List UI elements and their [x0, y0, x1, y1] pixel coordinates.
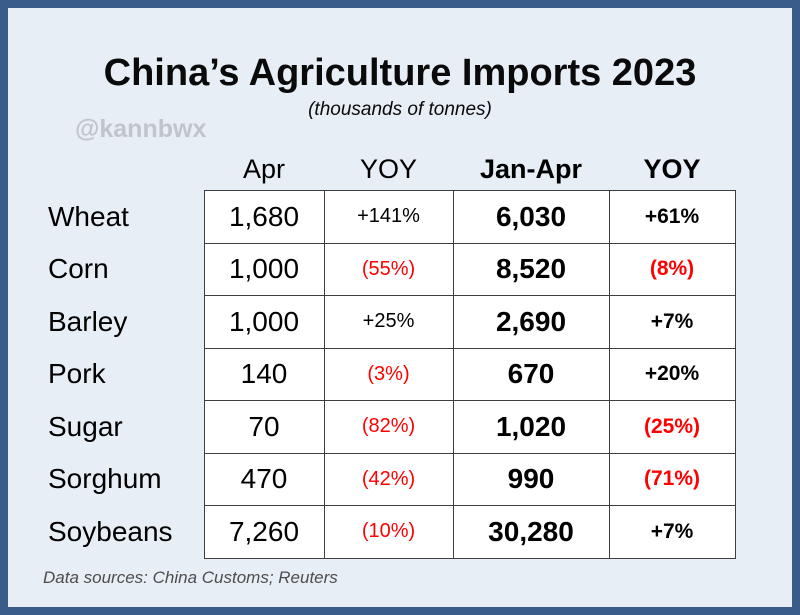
yoy-apr-value: +25% [323, 295, 454, 349]
table-row: Sugar 70 (82%) 1,020 (25%) [48, 400, 736, 454]
jan-apr-value: 670 [452, 347, 610, 401]
yoy-jan-apr-value: (71%) [608, 452, 736, 506]
yoy-jan-apr-value: +61% [608, 190, 736, 244]
table-row: Wheat 1,680 +141% 6,030 +61% [48, 190, 736, 244]
table-row: Sorghum 470 (42%) 990 (71%) [48, 452, 736, 506]
row-label: Pork [48, 358, 106, 390]
apr-value: 140 [203, 347, 325, 401]
row-label: Wheat [48, 200, 129, 232]
jan-apr-value: 8,520 [452, 242, 610, 296]
table-header-row: Apr YOY Jan-Apr YOY [48, 140, 735, 191]
apr-value: 470 [203, 452, 325, 506]
column-header-apr: Apr [242, 154, 286, 184]
row-label: Barley [48, 305, 128, 337]
row-label: Sugar [48, 410, 123, 442]
watermark: @kannbwx [75, 115, 207, 143]
yoy-apr-value: (3%) [323, 347, 454, 401]
yoy-jan-apr-value: (25%) [608, 400, 736, 454]
jan-apr-value: 6,030 [452, 190, 610, 244]
apr-value: 1,000 [203, 242, 325, 296]
jan-apr-value: 1,020 [452, 400, 610, 454]
yoy-apr-value: (82%) [323, 400, 454, 454]
jan-apr-value: 30,280 [452, 505, 610, 559]
row-label: Sorghum [48, 463, 162, 495]
apr-value: 1,000 [203, 295, 325, 349]
column-header-yoy-jan-apr: YOY [643, 154, 701, 184]
table-row: Soybeans 7,260 (10%) 30,280 +7% [48, 505, 736, 559]
data-source-note: Data sources: China Customs; Reuters [43, 568, 338, 587]
yoy-jan-apr-value: +7% [608, 295, 736, 349]
yoy-apr-value: (42%) [323, 452, 454, 506]
imports-table: Apr YOY Jan-Apr YOY Wheat 1,680 +141% 6,… [48, 140, 736, 559]
row-label: Corn [48, 253, 109, 285]
apr-value: 1,680 [203, 190, 325, 244]
yoy-apr-value: +141% [323, 190, 454, 244]
column-header-yoy-apr: YOY [359, 154, 418, 184]
yoy-apr-value: (55%) [323, 242, 454, 296]
apr-value: 70 [203, 400, 325, 454]
yoy-jan-apr-value: (8%) [608, 242, 736, 296]
page-title: China’s Agriculture Imports 2023 [103, 52, 697, 94]
header-spacer [48, 140, 204, 191]
column-header-jan-apr: Jan-Apr [479, 154, 582, 184]
row-label: Soybeans [48, 515, 173, 547]
yoy-apr-value: (10%) [323, 505, 454, 559]
page-subtitle: (thousands of tonnes) [308, 98, 492, 120]
table-row: Barley 1,000 +25% 2,690 +7% [48, 295, 736, 349]
apr-value: 7,260 [203, 505, 325, 559]
jan-apr-value: 2,690 [452, 295, 610, 349]
table-row: Corn 1,000 (55%) 8,520 (8%) [48, 242, 736, 296]
table-row: Pork 140 (3%) 670 +20% [48, 347, 736, 401]
yoy-jan-apr-value: +20% [608, 347, 736, 401]
yoy-jan-apr-value: +7% [608, 505, 736, 559]
jan-apr-value: 990 [452, 452, 610, 506]
